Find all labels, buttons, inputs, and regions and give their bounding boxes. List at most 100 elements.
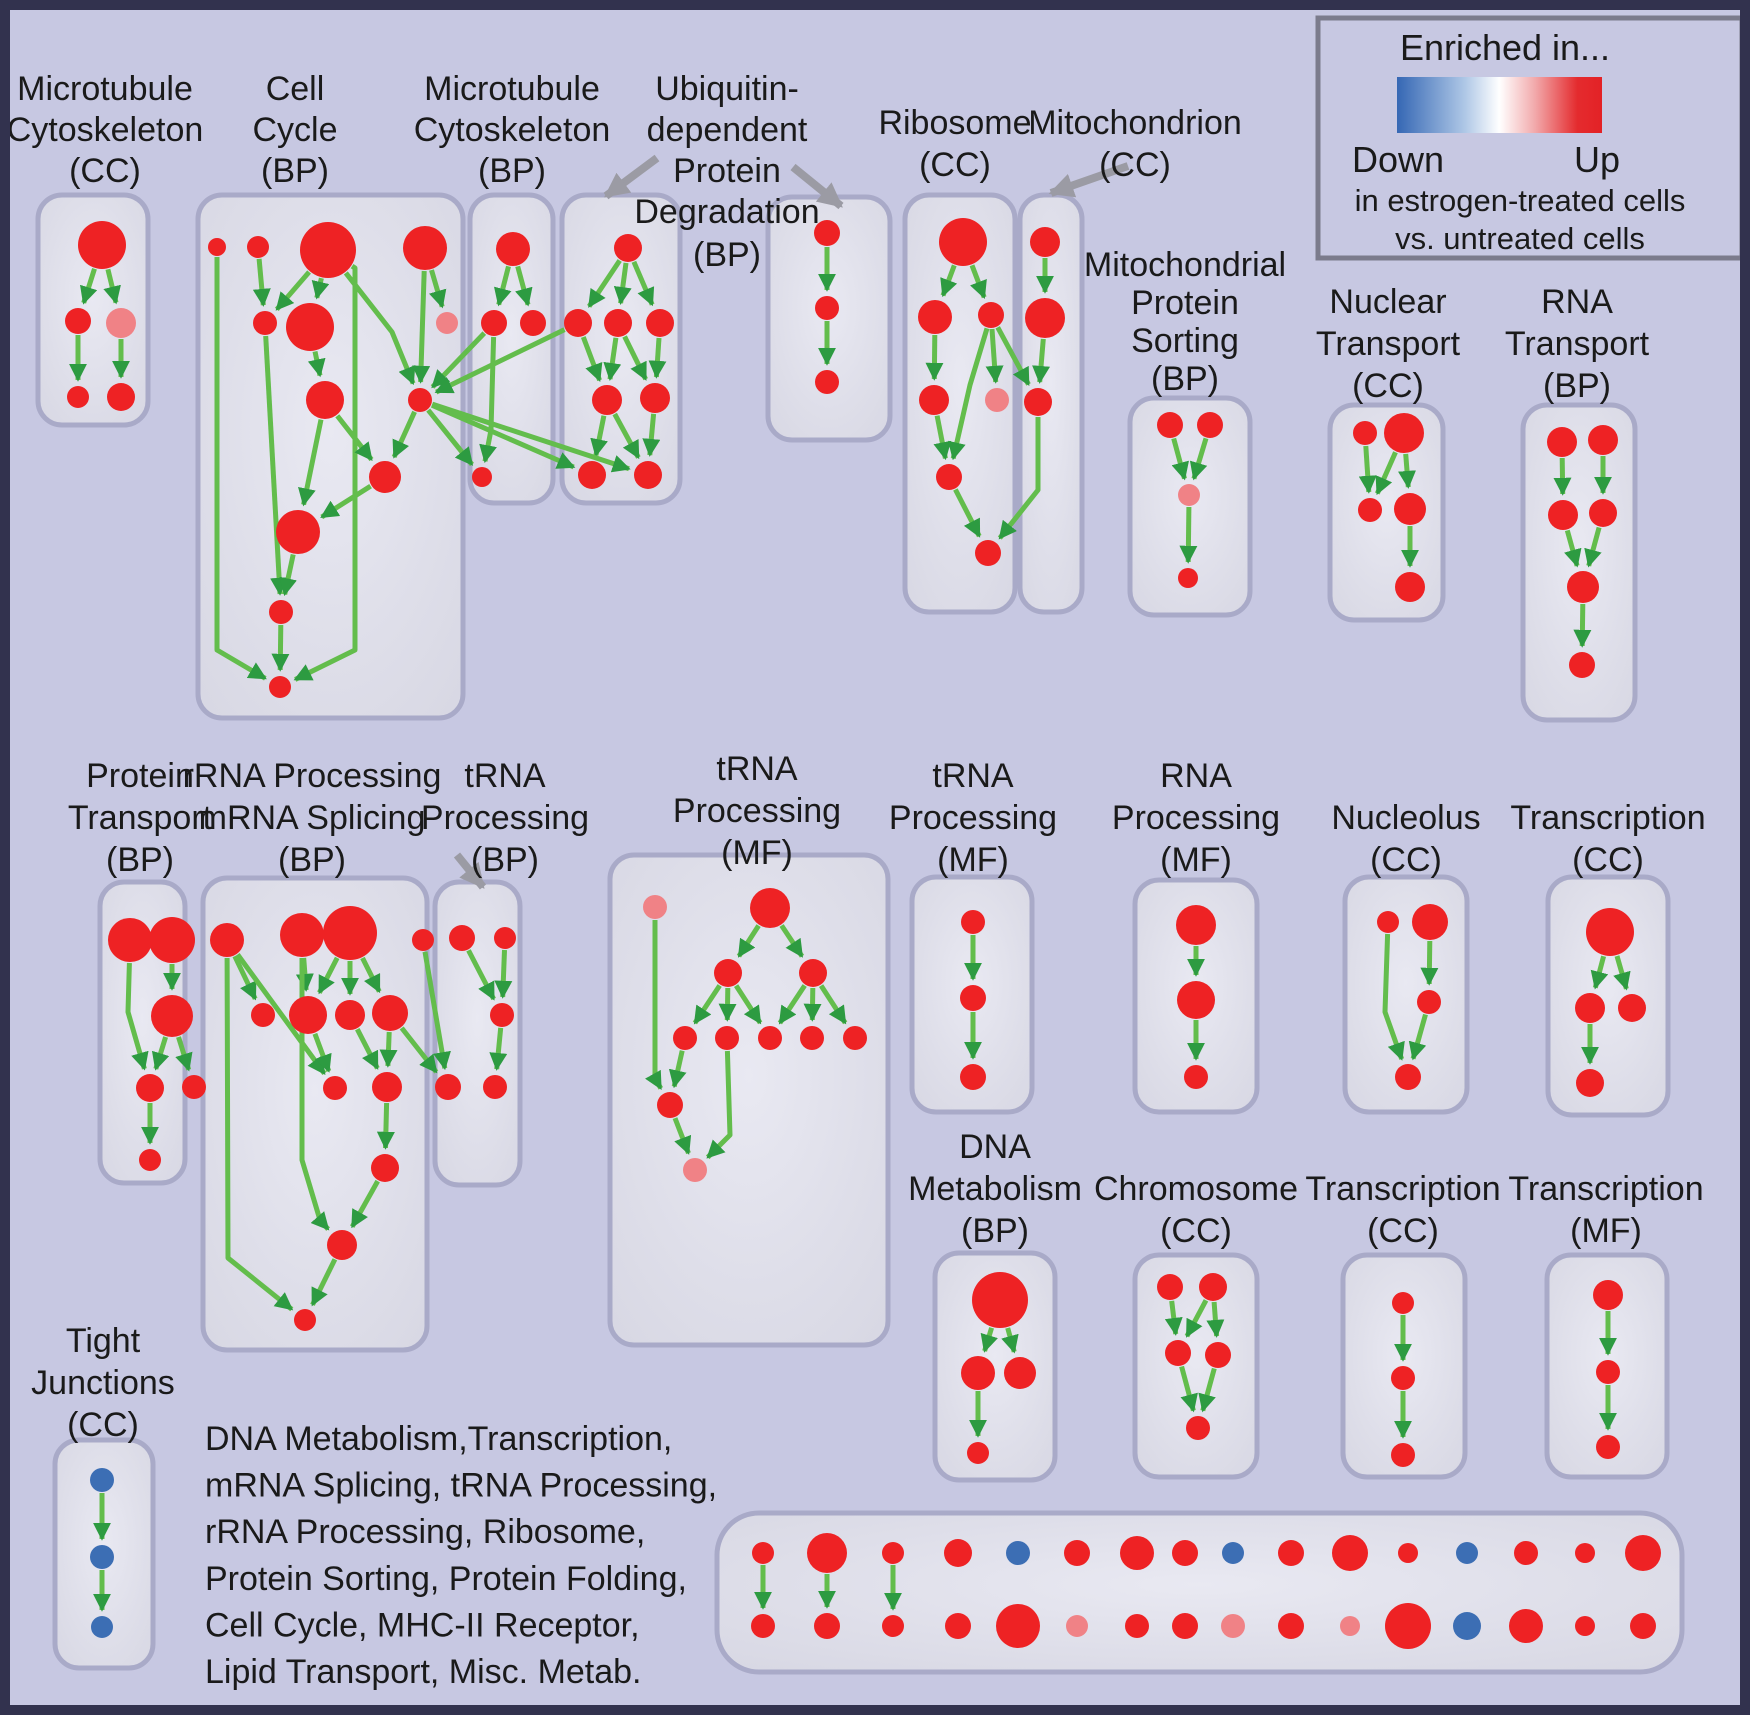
edge-arrow — [969, 264, 987, 299]
cluster-label-rrna: (BP) — [278, 841, 346, 879]
go-term-node-red — [1586, 908, 1634, 956]
go-term-node-red — [294, 1309, 316, 1331]
go-term-node-red — [751, 1614, 775, 1638]
edge-arrow — [125, 962, 149, 1071]
go-term-node-red — [939, 218, 987, 266]
go-term-node-red — [1186, 1416, 1210, 1440]
cluster-label-rna-transport: Transport — [1505, 325, 1650, 363]
cluster-label-nuclear-transport: (CC) — [1352, 367, 1424, 405]
edge-arrow — [587, 259, 622, 308]
go-term-node-red — [490, 1003, 514, 1027]
edge-arrow — [214, 257, 267, 681]
go-term-node-red — [280, 913, 324, 957]
edge-arrow — [312, 1032, 332, 1073]
go-term-node-red — [483, 1075, 507, 1099]
edge-arrow — [1179, 1365, 1198, 1413]
cluster-label-trna-mf-big: tRNA — [716, 750, 798, 788]
go-term-node-red — [372, 995, 408, 1031]
edge-arrow — [779, 924, 805, 958]
go-term-node-red — [1394, 493, 1426, 525]
edge-arrow — [1420, 940, 1439, 986]
cluster-label-nucleolus: Nucleolus — [1331, 799, 1480, 837]
go-term-node-red — [1176, 905, 1216, 945]
go-term-node-red — [614, 234, 642, 262]
mixed-clusters-note-line: DNA Metabolism,Transcription, — [205, 1420, 672, 1458]
cluster-label-mito-sorting: Mitochondrial — [1084, 246, 1286, 284]
go-term-node-red — [1575, 1616, 1595, 1636]
go-term-node-red — [65, 308, 91, 334]
go-term-node-red — [996, 1604, 1040, 1648]
go-term-node-red — [289, 996, 327, 1034]
go-term-node-red — [136, 1074, 164, 1102]
cluster-label-protein-transport: Transport — [68, 799, 213, 837]
cluster-label-transcription-cc-1: Transcription — [1510, 799, 1705, 837]
go-term-node-red — [108, 918, 152, 962]
cluster-label-trna-mf-big: (MF) — [721, 834, 793, 872]
go-term-node-red — [435, 1074, 461, 1100]
go-term-node-red — [300, 222, 356, 278]
go-term-node-red — [1024, 388, 1052, 416]
edge-arrow — [232, 955, 258, 1001]
go-term-node-red — [323, 906, 377, 960]
go-term-node-red — [944, 1539, 972, 1567]
go-term-node-red — [182, 1075, 206, 1099]
go-term-node-red — [369, 461, 401, 493]
cluster-label-cell-cycle: Cell — [266, 70, 325, 108]
cluster-label-transcription-mf: Transcription — [1508, 1170, 1703, 1208]
go-term-node-red — [1589, 499, 1617, 527]
go-term-node-red — [919, 385, 949, 415]
cluster-label-rna-mf: RNA — [1160, 757, 1232, 795]
go-term-node-red — [253, 311, 277, 335]
edge-arrow — [1179, 506, 1198, 564]
go-term-node-red — [1576, 1069, 1604, 1097]
cluster-label-chromosome: Chromosome — [1094, 1170, 1298, 1208]
go-term-node-red — [1596, 1435, 1620, 1459]
edge-arrow — [1613, 955, 1631, 991]
cluster-label-ubiquitin-1: dependent — [647, 111, 808, 149]
cluster-label-microtubule-cc: (CC) — [69, 152, 141, 190]
edge-arrow — [1375, 451, 1398, 496]
cluster-label-rna-transport: (BP) — [1543, 367, 1611, 405]
go-term-node-red — [1165, 1340, 1191, 1366]
go-term-node-red — [750, 888, 790, 928]
go-term-node-red — [657, 1092, 683, 1118]
cluster-label-ribosome: Ribosome — [878, 104, 1031, 142]
cluster-label-ubiquitin-1: (BP) — [693, 236, 761, 274]
edge-arrow — [590, 415, 608, 458]
go-term-node-red — [1548, 500, 1578, 530]
edge-arrow — [80, 268, 98, 305]
go-term-node-red — [752, 1542, 774, 1564]
go-term-node-red — [814, 1613, 840, 1639]
go-term-node-red — [640, 383, 670, 413]
edge-arrow — [631, 260, 655, 307]
edge-arrow — [494, 949, 513, 999]
edge-arrow — [224, 957, 294, 1312]
go-term-node-red — [335, 1000, 365, 1030]
go-term-node-red — [151, 995, 193, 1037]
go-term-node-red — [1567, 571, 1599, 603]
edge-arrow — [580, 336, 603, 382]
edge-arrow — [1001, 1327, 1019, 1354]
cluster-box-transcription-cc-2 — [1340, 1252, 1468, 1480]
go-term-node-blue — [1006, 1541, 1030, 1565]
go-term-node-red — [799, 959, 827, 987]
go-term-node-red — [1385, 1603, 1431, 1649]
go-term-node-red — [814, 220, 840, 246]
cluster-label-rna-transport: RNA — [1541, 283, 1613, 321]
go-term-node-pink — [683, 1158, 707, 1182]
edge-arrow — [1584, 526, 1602, 568]
go-term-node-red — [1172, 1613, 1198, 1639]
go-term-node-red — [1588, 425, 1618, 455]
cluster-label-ubiquitin-1: Ubiquitin- — [655, 70, 799, 108]
go-term-node-red — [496, 232, 530, 266]
legend-box — [1315, 15, 1745, 261]
edge-arrow — [422, 951, 451, 1071]
edge-arrow — [343, 271, 416, 386]
edge-arrow — [320, 483, 372, 520]
go-term-node-red — [1358, 498, 1382, 522]
go-term-node-red — [276, 510, 320, 554]
edge-arrow — [431, 401, 631, 473]
go-term-node-red — [967, 1442, 989, 1464]
go-term-node-red — [1377, 911, 1399, 933]
edge-arrow — [379, 1031, 398, 1068]
